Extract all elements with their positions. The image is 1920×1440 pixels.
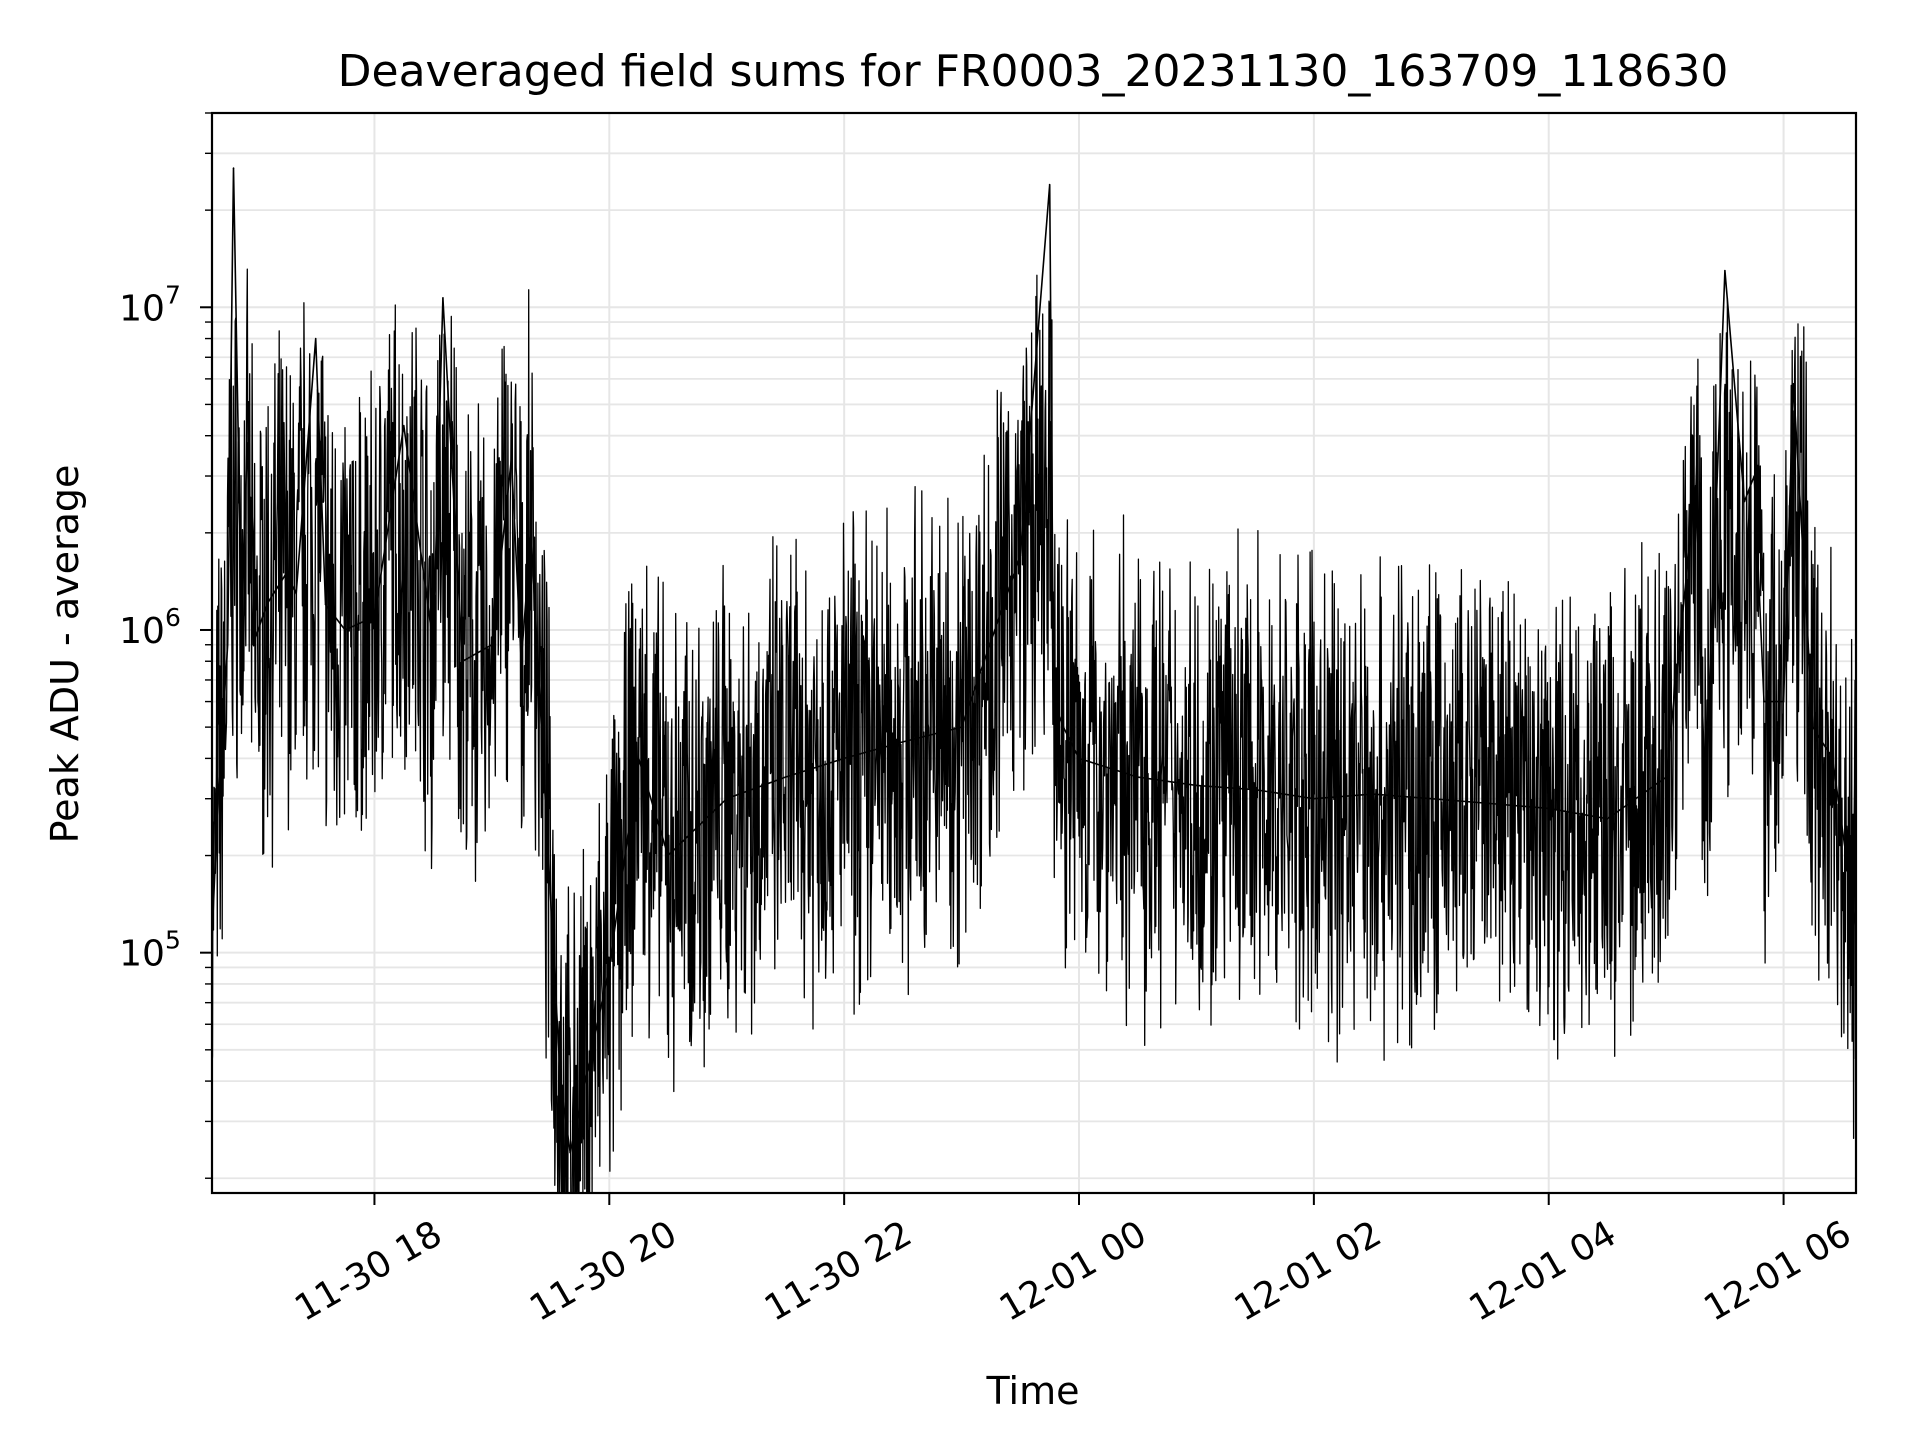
series-point <box>1136 776 1139 778</box>
series-line <box>211 168 1857 1153</box>
series-point <box>1048 183 1051 186</box>
series-point <box>217 797 219 800</box>
series-point <box>432 643 434 646</box>
series-point <box>1694 484 1697 487</box>
series-point <box>1547 807 1550 810</box>
series-point <box>232 167 235 169</box>
y-tick-label: 106 <box>119 603 181 652</box>
series-point <box>285 572 288 574</box>
series-point <box>373 615 376 618</box>
series-point <box>1831 757 1834 760</box>
series-point <box>1489 802 1491 805</box>
y-axis-label: Peak ADU - average <box>43 465 87 844</box>
series-point <box>461 660 464 663</box>
series-point <box>295 592 297 595</box>
series-point <box>491 643 493 646</box>
x-axis-label: Time <box>986 1369 1080 1413</box>
series-point <box>1313 797 1315 800</box>
series-point <box>1078 757 1080 760</box>
series-point <box>960 726 963 728</box>
series-noise <box>211 268 1857 1194</box>
series-point <box>1019 554 1022 557</box>
series-point <box>240 615 243 618</box>
series-point <box>1062 726 1065 728</box>
series-point <box>1052 700 1055 703</box>
series-point <box>344 629 346 631</box>
series-point <box>246 442 249 444</box>
series-point <box>1254 788 1256 791</box>
series-point <box>608 966 611 969</box>
series-point <box>530 532 532 534</box>
series-point <box>252 643 254 646</box>
series-point <box>1812 726 1814 728</box>
series-point <box>314 337 317 340</box>
series-point <box>1743 500 1746 503</box>
series-point <box>520 660 523 663</box>
series-point <box>559 1080 562 1082</box>
series-point <box>1195 784 1198 787</box>
series-point <box>1665 776 1667 778</box>
series-point <box>1724 269 1726 272</box>
chart-title: Deaveraged field sums for FR0003_2023113… <box>338 46 1729 97</box>
series-point <box>725 797 728 800</box>
series-point <box>226 643 229 646</box>
series-point <box>1792 382 1795 385</box>
series-point <box>510 457 513 460</box>
series-point <box>1430 797 1433 800</box>
series-point <box>1606 817 1609 820</box>
series-point <box>637 757 640 760</box>
series-point <box>1704 797 1707 800</box>
series-point <box>1782 700 1785 703</box>
plot-frame <box>210 111 1858 1195</box>
series-point <box>1753 475 1756 477</box>
series-point <box>403 424 405 427</box>
y-tick-label: 107 <box>119 280 181 329</box>
series-point <box>266 603 268 606</box>
series-point <box>569 1151 571 1154</box>
series-point <box>1763 700 1765 703</box>
series-point <box>1371 793 1374 795</box>
series-point <box>324 603 327 606</box>
series-point <box>667 854 669 857</box>
series-point <box>442 297 444 299</box>
series-point <box>843 757 845 760</box>
series-point <box>902 741 904 743</box>
grid <box>212 112 1856 1193</box>
y-tick-label: 105 <box>119 926 181 975</box>
series-point <box>784 776 787 778</box>
